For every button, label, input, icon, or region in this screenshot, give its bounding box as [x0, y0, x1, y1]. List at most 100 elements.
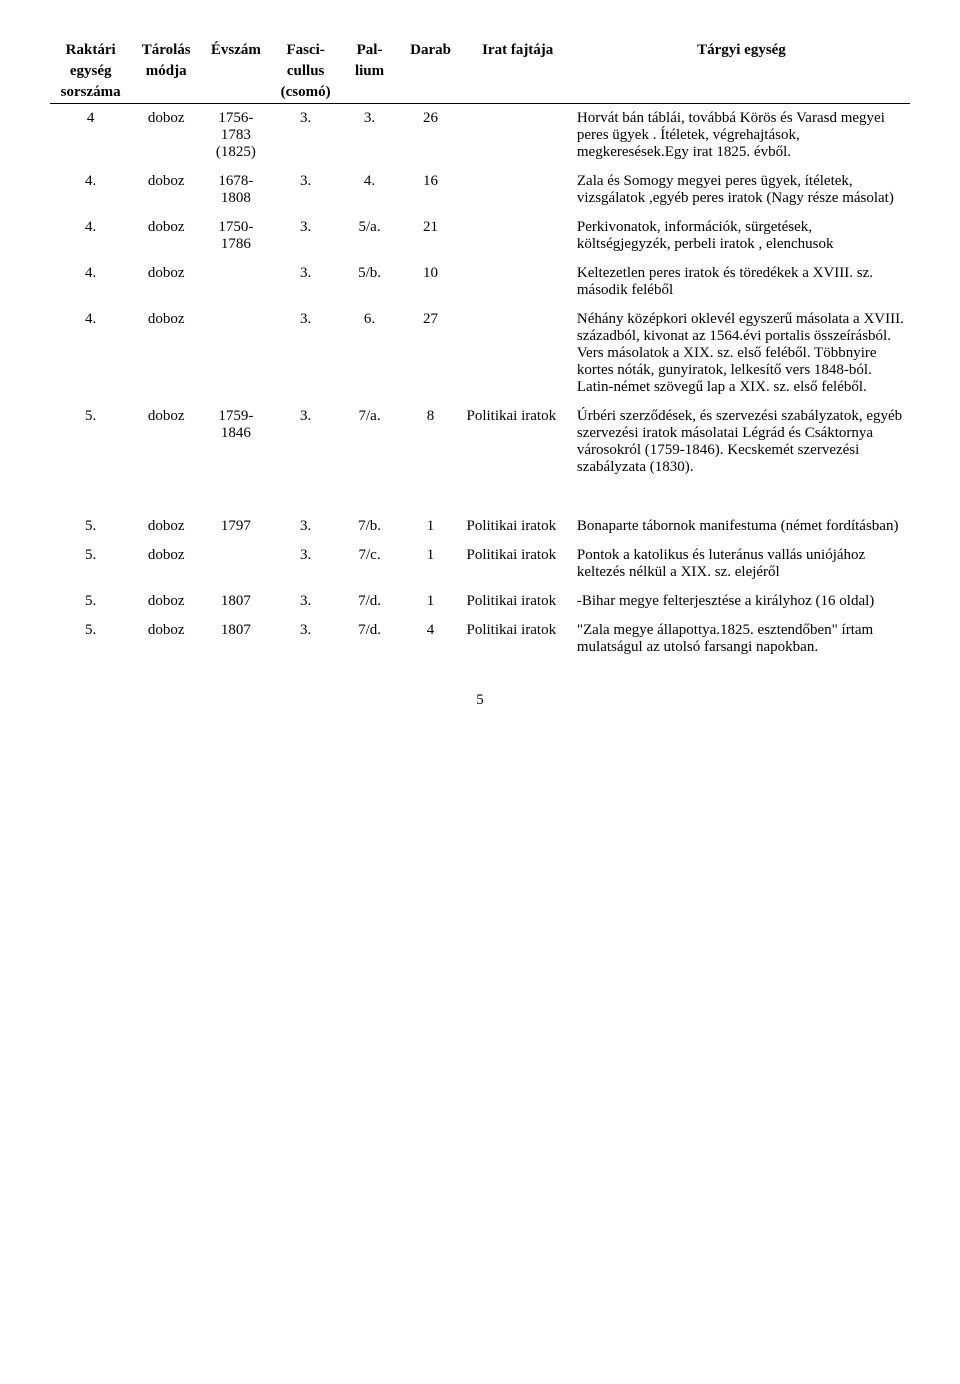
cell [463, 213, 573, 259]
table-header: RaktáriTárolásÉvszámFasci-Pal-DarabIrat … [50, 40, 910, 104]
col-header: Pal- [341, 40, 399, 61]
cell [201, 305, 271, 402]
cell: 4 [50, 104, 131, 168]
cell: 3. [271, 541, 341, 587]
cell: 5. [50, 587, 131, 616]
cell: 1807 [201, 616, 271, 662]
cell: 4. [50, 305, 131, 402]
cell: Néhány középkori oklevél egyszerű másola… [573, 305, 910, 402]
cell: Zala és Somogy megyei peres ügyek, ítéle… [573, 167, 910, 213]
cell: Pontok a katolikus és luteránus vallás u… [573, 541, 910, 587]
cell: 3. [271, 259, 341, 305]
table-row: 4.doboz3.5/b.10Keltezetlen peres iratok … [50, 259, 910, 305]
cell: 5. [50, 616, 131, 662]
table-row [50, 482, 910, 512]
cell: doboz [131, 259, 201, 305]
cell: 4. [50, 167, 131, 213]
col-header: Irat fajtája [463, 40, 573, 61]
cell: -Bihar megye felterjesztése a királyhoz … [573, 587, 910, 616]
cell: doboz [131, 305, 201, 402]
cell: 1807 [201, 587, 271, 616]
table-row: 5.doboz17973.7/b.1Politikai iratokBonapa… [50, 512, 910, 541]
col-header [573, 61, 910, 82]
col-header [573, 82, 910, 104]
table-row: 4.doboz1750- 17863.5/a.21Perkivonatok, i… [50, 213, 910, 259]
cell: 7/d. [341, 616, 399, 662]
table-row: 4doboz1756- 1783 (1825)3.3.26Horvát bán … [50, 104, 910, 168]
col-header: sorszáma [50, 82, 131, 104]
cell: Horvát bán táblái, továbbá Körös és Vara… [573, 104, 910, 168]
cell [201, 259, 271, 305]
cell: Keltezetlen peres iratok és töredékek a … [573, 259, 910, 305]
cell: 1 [399, 512, 463, 541]
cell: Politikai iratok [463, 512, 573, 541]
table-row: 5.doboz18073.7/d.4Politikai iratok"Zala … [50, 616, 910, 662]
cell: 3. [271, 305, 341, 402]
cell: 1756- 1783 (1825) [201, 104, 271, 168]
cell [463, 259, 573, 305]
col-header [399, 61, 463, 82]
cell [463, 104, 573, 168]
cell: "Zala megye állapottya.1825. esztendőben… [573, 616, 910, 662]
cell: doboz [131, 402, 201, 482]
cell: Politikai iratok [463, 616, 573, 662]
cell: 7/b. [341, 512, 399, 541]
cell: 3. [271, 104, 341, 168]
cell [463, 167, 573, 213]
cell: 1678- 1808 [201, 167, 271, 213]
col-header: Darab [399, 40, 463, 61]
cell: doboz [131, 587, 201, 616]
cell: 1 [399, 541, 463, 587]
cell: 5/a. [341, 213, 399, 259]
cell: 3. [271, 213, 341, 259]
cell: Politikai iratok [463, 587, 573, 616]
col-header: (csomó) [271, 82, 341, 104]
table-body: 4doboz1756- 1783 (1825)3.3.26Horvát bán … [50, 104, 910, 663]
cell: 4 [399, 616, 463, 662]
cell: 5. [50, 512, 131, 541]
cell: 3. [271, 512, 341, 541]
cell: 5. [50, 541, 131, 587]
cell: 8 [399, 402, 463, 482]
table-row: 5.doboz1759- 18463.7/a.8Politikai iratok… [50, 402, 910, 482]
cell: 4. [50, 213, 131, 259]
cell: 5. [50, 402, 131, 482]
cell: 1797 [201, 512, 271, 541]
col-header: Raktári [50, 40, 131, 61]
col-header [463, 82, 573, 104]
table-row: 5.doboz3.7/c.1Politikai iratokPontok a k… [50, 541, 910, 587]
col-header: egység [50, 61, 131, 82]
col-header [341, 82, 399, 104]
cell: Politikai iratok [463, 541, 573, 587]
cell: Politikai iratok [463, 402, 573, 482]
col-header [201, 82, 271, 104]
cell: 3. [271, 587, 341, 616]
col-header [201, 61, 271, 82]
col-header: cullus [271, 61, 341, 82]
cell: Perkivonatok, információk, sürgetések, k… [573, 213, 910, 259]
cell: 27 [399, 305, 463, 402]
cell: 6. [341, 305, 399, 402]
page-number: 5 [50, 692, 910, 709]
cell: Úrbéri szerződések, és szervezési szabál… [573, 402, 910, 482]
table-row: 4.doboz1678- 18083.4.16Zala és Somogy me… [50, 167, 910, 213]
table-row: 5.doboz18073.7/d.1Politikai iratok-Bihar… [50, 587, 910, 616]
cell: 16 [399, 167, 463, 213]
cell: 10 [399, 259, 463, 305]
cell: 21 [399, 213, 463, 259]
col-header: módja [131, 61, 201, 82]
col-header [463, 61, 573, 82]
cell: doboz [131, 213, 201, 259]
col-header [399, 82, 463, 104]
cell: 7/a. [341, 402, 399, 482]
cell: doboz [131, 512, 201, 541]
cell: doboz [131, 541, 201, 587]
cell: 3. [271, 167, 341, 213]
cell: 26 [399, 104, 463, 168]
archive-table: RaktáriTárolásÉvszámFasci-Pal-DarabIrat … [50, 40, 910, 662]
table-row: 4.doboz 3.6.27 Néhány középkori oklevél eg… [50, 305, 910, 402]
cell: Bonaparte tábornok manifestuma (német fo… [573, 512, 910, 541]
cell: 7/d. [341, 587, 399, 616]
col-header: Tárolás [131, 40, 201, 61]
cell: 1 [399, 587, 463, 616]
